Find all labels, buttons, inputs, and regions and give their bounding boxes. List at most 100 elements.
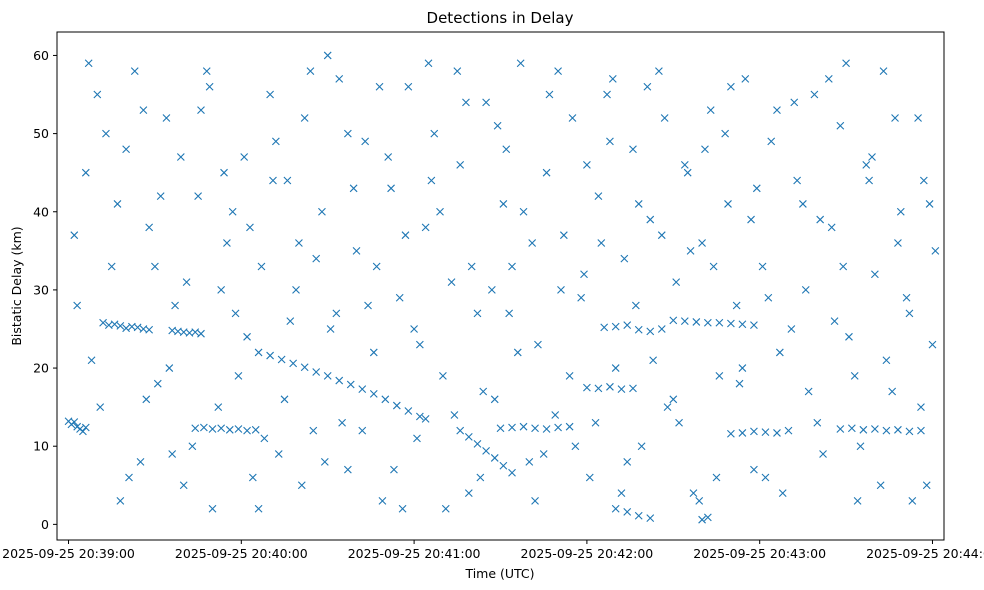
data-point-marker <box>343 465 352 474</box>
data-point-marker <box>243 426 251 435</box>
data-point-marker <box>787 325 796 333</box>
data-point-marker <box>741 75 750 83</box>
data-point-marker <box>133 323 142 332</box>
data-point-marker <box>879 67 888 75</box>
data-point-marker <box>462 98 470 107</box>
data-point-marker <box>372 262 381 271</box>
data-point-marker <box>401 231 410 240</box>
data-point-marker <box>274 450 283 458</box>
data-point-marker <box>611 364 620 372</box>
data-point-marker <box>712 473 721 482</box>
data-point-marker <box>750 465 758 474</box>
data-point-marker <box>295 239 303 247</box>
data-point-marker <box>214 403 223 412</box>
data-point-marker <box>882 356 891 365</box>
data-point-marker <box>482 447 490 455</box>
data-point-marker <box>611 322 620 331</box>
data-point-marker <box>747 215 755 224</box>
data-point-marker <box>606 137 614 146</box>
data-point-marker <box>793 176 802 185</box>
y-tick-label: 50 <box>33 126 49 141</box>
data-point-marker <box>732 301 741 310</box>
data-point-marker <box>850 371 859 380</box>
data-point-marker <box>99 318 107 327</box>
data-point-marker <box>176 153 185 161</box>
data-point-marker <box>698 515 706 524</box>
y-axis-label: Bistatic Delay (km) <box>9 226 24 345</box>
data-point-marker <box>646 514 655 523</box>
data-point-marker <box>130 67 139 75</box>
data-point-marker <box>493 121 502 130</box>
data-point-marker <box>727 82 735 91</box>
data-point-marker <box>703 513 712 522</box>
data-point-marker <box>775 348 784 357</box>
data-point-marker <box>424 59 433 68</box>
data-point-marker <box>312 368 321 376</box>
data-point-marker <box>557 286 565 294</box>
data-point-marker <box>266 90 274 99</box>
data-point-marker <box>738 320 747 329</box>
data-point-marker <box>738 364 747 372</box>
data-point-marker <box>220 168 228 177</box>
data-point-marker <box>153 379 162 388</box>
data-point-marker <box>917 426 925 435</box>
data-point-marker <box>629 145 637 154</box>
data-point-marker <box>623 321 632 329</box>
data-point-marker <box>585 473 594 482</box>
data-point-marker <box>545 90 554 99</box>
data-point-marker <box>683 168 692 177</box>
data-point-marker <box>617 385 626 394</box>
data-point-marker <box>450 411 459 419</box>
data-point-marker <box>320 457 329 466</box>
data-point-marker <box>798 200 807 208</box>
x-tick-label: 2025-09-25 20:40:00 <box>175 546 308 561</box>
y-tick-label: 60 <box>33 48 49 63</box>
data-point-marker <box>551 411 560 419</box>
y-tick-label: 30 <box>33 282 49 297</box>
data-point-marker <box>260 434 269 443</box>
data-point-marker <box>816 215 825 224</box>
data-point-marker <box>280 395 289 404</box>
data-point-marker <box>139 106 148 115</box>
data-point-marker <box>194 192 203 201</box>
data-point-marker <box>297 481 306 490</box>
data-point-marker <box>499 200 508 208</box>
data-point-marker <box>254 504 263 513</box>
data-point-marker <box>413 434 421 443</box>
plot-area-frame <box>56 31 945 541</box>
data-point-marker <box>335 75 344 83</box>
data-point-marker <box>623 457 632 466</box>
data-point-marker <box>182 278 191 286</box>
data-point-marker <box>905 427 914 436</box>
data-point-marker <box>922 481 931 490</box>
data-point-marker <box>836 425 845 433</box>
data-point-marker <box>165 364 174 372</box>
data-point-marker <box>727 429 735 438</box>
x-tick-label: 2025-09-25 20:42:00 <box>521 546 654 561</box>
data-point-marker <box>217 286 226 294</box>
data-point-marker <box>197 106 205 115</box>
data-point-marker <box>917 403 925 412</box>
data-point-marker <box>882 426 891 435</box>
data-point-marker <box>199 423 208 432</box>
data-point-marker <box>842 59 850 68</box>
data-point-marker <box>352 246 361 255</box>
data-point-marker <box>415 412 424 421</box>
data-point-marker <box>430 129 439 138</box>
data-point-marker <box>819 450 827 458</box>
data-point-marker <box>824 75 833 83</box>
data-point-marker <box>876 481 885 490</box>
data-point-marker <box>571 442 580 451</box>
data-point-marker <box>436 207 444 216</box>
data-point-marker <box>116 321 125 330</box>
data-point-marker <box>335 376 344 385</box>
data-point-marker <box>894 425 902 434</box>
y-tick-label: 10 <box>33 439 49 454</box>
data-point-marker <box>919 176 928 185</box>
data-point-marker <box>701 145 709 154</box>
x-tick-label: 2025-09-25 20:43:00 <box>693 546 826 561</box>
y-tick-label: 20 <box>33 361 49 376</box>
data-point-marker <box>447 278 456 286</box>
data-point-marker <box>724 200 732 208</box>
data-point-marker <box>790 98 799 107</box>
